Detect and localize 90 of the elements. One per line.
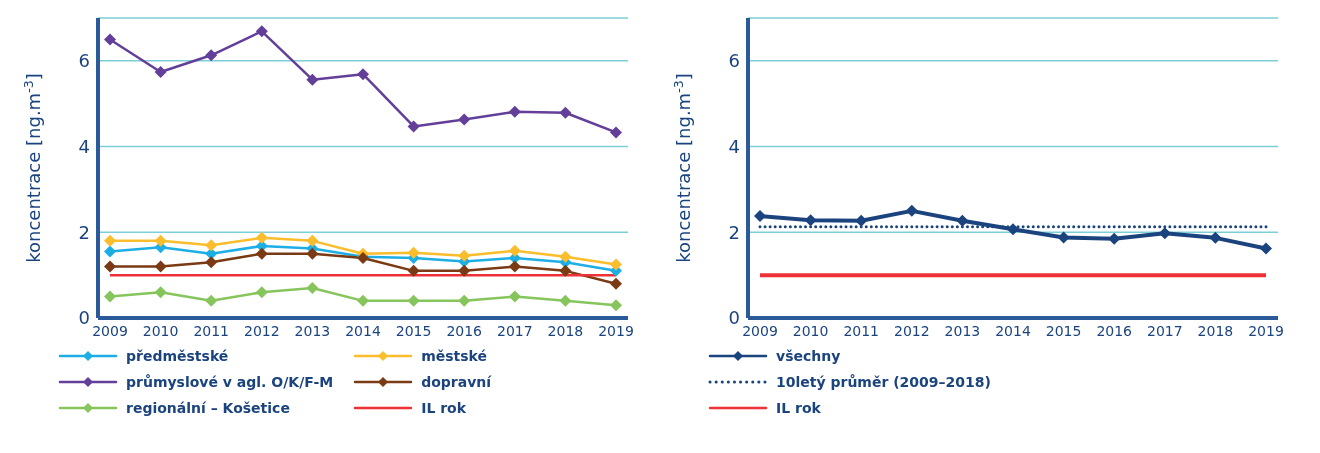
point [306,234,319,247]
point [255,286,268,299]
point [610,258,622,271]
y-tick-label: 4 [78,135,90,157]
point [1260,242,1272,255]
point [255,25,268,38]
point [559,250,572,263]
y-tick-label: 0 [728,307,740,329]
point [205,49,218,62]
x-tick-label: 2015 [1045,322,1082,339]
point [804,214,817,227]
x-tick-label: 2014 [345,322,381,339]
point [610,126,622,139]
point [458,113,471,126]
x-tick-label: 2015 [395,322,432,339]
point [610,299,622,312]
x-tick-label: 2013 [944,322,981,339]
point [458,294,471,307]
point [1007,223,1019,236]
y-tick-label: 4 [728,135,740,157]
legend-label: všechny [776,348,841,364]
legend-label: předměstské [126,348,229,364]
point [956,214,969,227]
y-tick-label: 0 [78,307,90,329]
x-tick-label: 2017 [496,322,533,339]
y-tick-label: 6 [78,50,90,72]
legend-label: IL rok [421,400,467,416]
x-tick-label: 2018 [547,322,584,339]
point [104,290,116,303]
point [306,73,319,86]
point [559,106,572,119]
x-tick-label: 2011 [843,322,880,339]
point [458,249,471,262]
point [154,66,167,78]
point [905,204,918,217]
point [357,294,369,307]
point [357,68,369,81]
x-tick-label: 2014 [995,322,1031,339]
point [508,105,521,118]
point [154,260,167,273]
point [559,264,572,277]
legend-label: regionální – Košetice [126,400,290,416]
point [508,290,521,303]
y-tick-label: 2 [78,221,90,243]
x-tick-label: 2009 [742,322,778,339]
x-tick-label: 2016 [1096,322,1133,339]
point [205,294,218,307]
x-tick-label: 2019 [1248,322,1284,339]
x-tick-label: 2010 [142,322,179,339]
legend-label: průmyslové v agl. O/K/F-M [126,374,334,390]
point [255,231,268,244]
point [407,294,420,307]
point [610,277,622,290]
point [508,260,521,273]
point [754,210,766,222]
x-tick-label: 2016 [446,322,483,339]
point [104,245,116,258]
legend-label: 10letý průměr (2009–2018) [776,374,991,390]
legend-label: dopravní [421,374,492,390]
point [205,239,218,252]
point [407,246,420,259]
point [306,247,319,260]
point [255,247,268,260]
x-tick-label: 2010 [792,322,829,339]
point [306,282,319,294]
point [205,256,218,269]
y-tick-label: 2 [728,221,740,243]
point [559,294,572,307]
legend-label: IL rok [776,400,821,416]
x-tick-label: 2012 [893,322,930,339]
x-tick-label: 2013 [294,322,331,339]
x-tick-label: 2019 [598,322,634,339]
point [154,286,167,299]
x-tick-label: 2012 [243,322,280,339]
point [407,264,420,277]
x-tick-label: 2018 [1197,322,1234,339]
point [458,264,471,277]
x-tick-label: 2009 [92,322,128,339]
point [104,234,116,247]
legend-label: městské [421,348,488,364]
x-tick-label: 2011 [193,322,230,339]
y-tick-label: 6 [728,50,740,72]
point [1209,231,1222,244]
point [154,234,167,247]
point [855,214,868,227]
x-tick-label: 2017 [1146,322,1183,339]
point [407,120,420,133]
point [104,33,116,46]
point [104,260,116,273]
point [508,244,521,257]
